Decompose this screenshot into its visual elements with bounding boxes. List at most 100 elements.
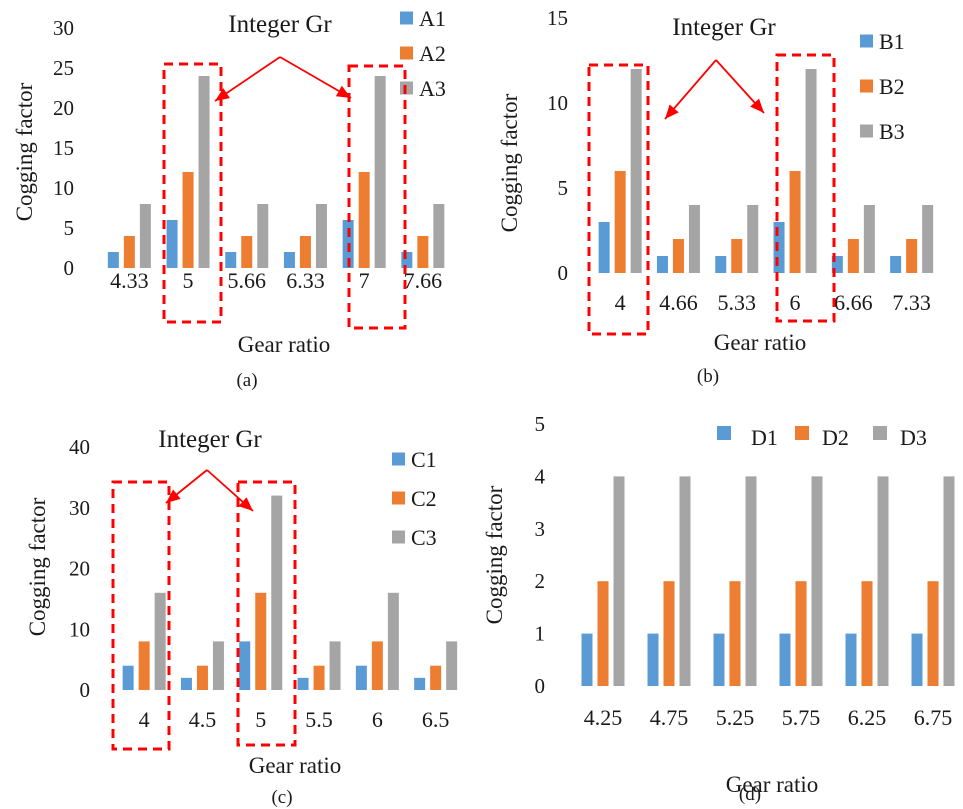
legend-label: C1 [411,447,437,472]
bar-d2-2 [729,581,741,686]
bar-c3-0 [154,592,166,690]
x-axis-title: Gear ratio [249,753,342,778]
x-category-label: 5.5 [305,707,333,732]
chart-b: 0 5 10 15 4 4.66 5.33 6 6.66 7.33 Cogging factor Ge… [497,6,934,387]
bar-d3-5 [943,476,955,686]
y-tick-label: 0 [558,261,569,285]
y-tick-label: 0 [535,674,546,698]
bar-d3-0 [613,476,625,686]
bar-b3-0 [630,69,642,273]
bar-b2-5 [906,239,918,273]
y-tick-label: 20 [53,96,74,120]
x-axis-title: Gear ratio [238,332,331,357]
x-category-label: 4.5 [189,707,217,732]
y-tick-label: 0 [64,256,75,280]
arrow-head [750,98,764,113]
y-axis-title: Cogging factor [12,82,37,221]
bar-b2-3 [789,171,801,273]
y-tick-label: 5 [558,176,569,200]
arrow-head [215,88,230,101]
bar-d3-1 [679,476,691,686]
bar-c1-3 [297,677,309,690]
bar-c2-0 [138,641,150,690]
bar-c1-0 [122,665,134,690]
legend-label: A2 [419,41,446,66]
arrow-head [335,85,351,98]
bar-a2-2 [241,236,253,268]
x-category-label: 5.33 [718,290,757,315]
legend-swatch-d3 [873,426,887,440]
highlight-box [347,64,407,330]
x-axis-title: Gear ratio [726,772,819,797]
y-tick-label: 3 [535,517,546,541]
bar-a3-0 [139,204,151,268]
bar-a3-1 [198,76,210,268]
y-tick-label: 20 [69,557,90,581]
legend-label: A1 [419,6,446,31]
bar-d1-5 [911,633,923,686]
bar-b3-2 [747,205,759,273]
bar-b3-1 [688,205,700,273]
bar-b2-0 [614,171,626,273]
bar-b3-3 [805,69,817,273]
bar-c3-2 [271,495,283,690]
panel-caption: (a) [236,370,257,391]
bar-a3-3 [315,204,327,268]
legend-label: B3 [879,119,905,144]
y-tick-label: 5 [535,412,546,436]
bar-a2-1 [182,172,194,268]
x-category-label: 4.25 [584,705,623,730]
arrow-head [665,104,679,119]
bar-c2-1 [196,665,208,690]
x-category-label: 4 [615,290,626,315]
x-category-label: 6 [372,707,383,732]
y-axis-title: Cogging factor [482,485,507,624]
y-axis-title: Cogging factor [497,93,522,232]
legend-swatch-a1 [400,11,413,25]
annotation-text: Integer Gr [158,426,262,453]
x-category-label: 6.75 [914,705,953,730]
bar-b2-4 [847,239,859,273]
bar-c3-3 [329,641,341,690]
bar-d3-2 [745,476,757,686]
bar-d2-0 [597,581,609,686]
y-tick-label: 40 [69,435,90,459]
x-category-label: 4 [139,707,150,732]
bar-a2-4 [358,172,370,268]
bar-d3-3 [811,476,823,686]
y-tick-label: 30 [69,496,90,520]
bar-c2-5 [430,665,442,690]
y-tick-label: 15 [53,136,74,160]
bar-a3-5 [433,204,445,268]
bar-a1-3 [283,252,295,268]
legend-swatch-c1 [392,452,405,466]
annotation-text: Integer Gr [228,11,332,38]
bar-b3-4 [863,205,875,273]
x-category-label: 7.66 [404,268,443,293]
x-category-label: 6 [790,290,801,315]
bar-c2-3 [313,665,325,690]
bar-c2-4 [371,641,383,690]
legend-swatch-b1 [860,34,873,48]
bar-c1-4 [355,665,367,690]
bar-a3-2 [257,204,269,268]
bar-d1-2 [713,633,725,686]
bar-d1-1 [647,633,659,686]
x-axis-title: Gear ratio [714,330,807,355]
x-category-label: 6.66 [834,290,873,315]
bar-d2-5 [927,581,939,686]
bar-b1-4 [831,256,843,273]
x-category-label: 4.33 [110,268,149,293]
bar-a2-0 [123,236,135,268]
highlight-box [236,480,297,747]
x-category-label: 7.33 [892,290,931,315]
y-tick-label: 4 [535,464,546,488]
bar-c3-5 [446,641,458,690]
bar-a2-3 [299,236,311,268]
y-axis-title: Cogging factor [25,497,50,636]
bar-a1-2 [225,252,237,268]
bar-a3-4 [374,76,386,268]
bar-c1-2 [239,641,251,690]
legend-swatch-b2 [860,79,873,93]
